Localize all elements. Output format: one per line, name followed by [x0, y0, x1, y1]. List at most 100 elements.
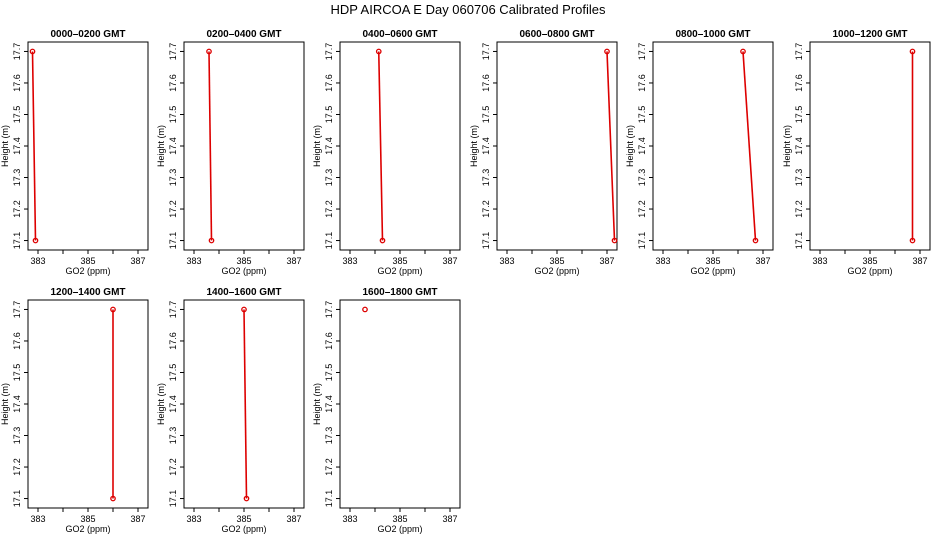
- y-tick-label-1-17.6: 17.6: [168, 74, 178, 92]
- panel-title-8: 1600–1800 GMT: [362, 287, 437, 298]
- y-tick-label-0-17.2: 17.2: [12, 200, 22, 218]
- y-axis-label-0: Height (m): [0, 125, 10, 167]
- y-tick-label-8-17.3: 17.3: [324, 427, 334, 445]
- x-tick-label-6-385: 385: [80, 514, 95, 524]
- y-tick-label-6-17.3: 17.3: [12, 427, 22, 445]
- y-tick-label-8-17.5: 17.5: [324, 364, 334, 382]
- y-tick-label-5-17.6: 17.6: [794, 74, 804, 92]
- x-tick-label-2-383: 383: [342, 256, 357, 266]
- x-tick-label-0-387: 387: [130, 256, 145, 266]
- x-tick-label-6-383: 383: [30, 514, 45, 524]
- y-tick-label-3-17.1: 17.1: [481, 232, 491, 250]
- y-tick-label-6-17.2: 17.2: [12, 458, 22, 476]
- y-tick-label-0-17.5: 17.5: [12, 106, 22, 124]
- x-tick-label-5-385: 385: [862, 256, 877, 266]
- y-tick-label-2-17.1: 17.1: [324, 232, 334, 250]
- x-tick-label-4-387: 387: [755, 256, 770, 266]
- y-tick-label-8-17.2: 17.2: [324, 458, 334, 476]
- y-tick-label-8-17.1: 17.1: [324, 490, 334, 508]
- y-tick-label-2-17.2: 17.2: [324, 200, 334, 218]
- panel-frame-0: [27, 41, 149, 251]
- y-tick-label-4-17.4: 17.4: [637, 137, 647, 155]
- y-axis-label-5: Height (m): [782, 125, 792, 167]
- x-axis-label-2: GO2 (ppm): [377, 266, 422, 276]
- panel-title-6: 1200–1400 GMT: [50, 287, 125, 298]
- y-tick-label-3-17.4: 17.4: [481, 137, 491, 155]
- profile-point-2-0: [375, 48, 382, 55]
- y-tick-label-0-17.6: 17.6: [12, 74, 22, 92]
- x-axis-label-1: GO2 (ppm): [221, 266, 266, 276]
- profile-point-3-0: [604, 48, 610, 55]
- y-tick-label-5-17.5: 17.5: [794, 106, 804, 124]
- y-axis-label-6: Height (m): [0, 383, 10, 425]
- y-tick-label-7-17.3: 17.3: [168, 427, 178, 445]
- x-tick-label-7-387: 387: [286, 514, 301, 524]
- x-axis-label-6: GO2 (ppm): [65, 524, 110, 534]
- y-tick-label-6-17.5: 17.5: [12, 364, 22, 382]
- profile-line-4: [742, 51, 757, 241]
- y-axis-label-8: Height (m): [312, 383, 322, 425]
- panel-frame-1: [183, 41, 305, 251]
- y-tick-label-2-17.5: 17.5: [324, 106, 334, 124]
- panel-title-3: 0600–0800 GMT: [519, 29, 594, 40]
- y-tick-label-5-17.3: 17.3: [794, 169, 804, 187]
- y-tick-label-0-17.4: 17.4: [12, 137, 22, 155]
- y-tick-label-0-17.3: 17.3: [12, 169, 22, 187]
- x-tick-label-3-383: 383: [499, 256, 514, 266]
- y-tick-label-6-17.4: 17.4: [12, 395, 22, 413]
- profile-point-5-0: [909, 48, 916, 55]
- y-tick-label-7-17.2: 17.2: [168, 458, 178, 476]
- profile-point-8-0: [362, 306, 368, 313]
- x-axis-label-0: GO2 (ppm): [65, 266, 110, 276]
- y-tick-label-5-17.2: 17.2: [794, 200, 804, 218]
- profile-line-1: [208, 51, 213, 241]
- y-tick-label-1-17.7: 17.7: [168, 43, 178, 61]
- profile-point-3-1: [611, 237, 618, 244]
- y-tick-label-6-17.1: 17.1: [12, 490, 22, 508]
- panel-title-7: 1400–1600 GMT: [206, 287, 281, 298]
- x-tick-label-0-385: 385: [80, 256, 95, 266]
- x-tick-label-8-385: 385: [392, 514, 407, 524]
- x-tick-label-8-383: 383: [342, 514, 357, 524]
- y-tick-label-4-17.2: 17.2: [637, 200, 647, 218]
- y-tick-label-6-17.6: 17.6: [12, 332, 22, 350]
- x-tick-label-1-383: 383: [186, 256, 201, 266]
- x-tick-label-3-385: 385: [549, 256, 564, 266]
- y-tick-label-3-17.2: 17.2: [481, 200, 491, 218]
- y-tick-label-7-17.7: 17.7: [168, 301, 178, 319]
- y-tick-label-0-17.1: 17.1: [12, 232, 22, 250]
- x-tick-label-2-387: 387: [442, 256, 457, 266]
- y-tick-label-7-17.6: 17.6: [168, 332, 178, 350]
- profile-point-4-1: [752, 237, 759, 244]
- profile-line-0: [31, 51, 37, 241]
- x-tick-label-1-387: 387: [286, 256, 301, 266]
- x-tick-label-5-383: 383: [812, 256, 827, 266]
- profile-line-7: [243, 309, 248, 499]
- profile-point-7-1: [243, 495, 250, 502]
- panel-frame-6: [27, 299, 149, 509]
- y-tick-label-3-17.3: 17.3: [481, 169, 491, 187]
- profile-line-3: [606, 51, 616, 241]
- panel-frame-2: [339, 41, 461, 251]
- y-axis-label-2: Height (m): [312, 125, 322, 167]
- y-tick-label-4-17.5: 17.5: [637, 106, 647, 124]
- y-tick-label-8-17.6: 17.6: [324, 332, 334, 350]
- x-tick-label-7-383: 383: [186, 514, 201, 524]
- x-tick-label-4-385: 385: [705, 256, 720, 266]
- x-axis-label-4: GO2 (ppm): [690, 266, 735, 276]
- x-tick-label-3-387: 387: [599, 256, 614, 266]
- x-tick-label-8-387: 387: [442, 514, 457, 524]
- y-tick-label-4-17.7: 17.7: [637, 43, 647, 61]
- y-tick-label-7-17.1: 17.1: [168, 490, 178, 508]
- y-tick-label-1-17.4: 17.4: [168, 137, 178, 155]
- y-tick-label-2-17.6: 17.6: [324, 74, 334, 92]
- x-tick-label-2-385: 385: [392, 256, 407, 266]
- x-tick-label-5-387: 387: [912, 256, 927, 266]
- y-tick-label-5-17.7: 17.7: [794, 43, 804, 61]
- y-tick-label-8-17.7: 17.7: [324, 301, 334, 319]
- x-axis-label-7: GO2 (ppm): [221, 524, 266, 534]
- x-tick-label-4-383: 383: [655, 256, 670, 266]
- panel-title-1: 0200–0400 GMT: [206, 29, 281, 40]
- y-axis-label-7: Height (m): [156, 383, 166, 425]
